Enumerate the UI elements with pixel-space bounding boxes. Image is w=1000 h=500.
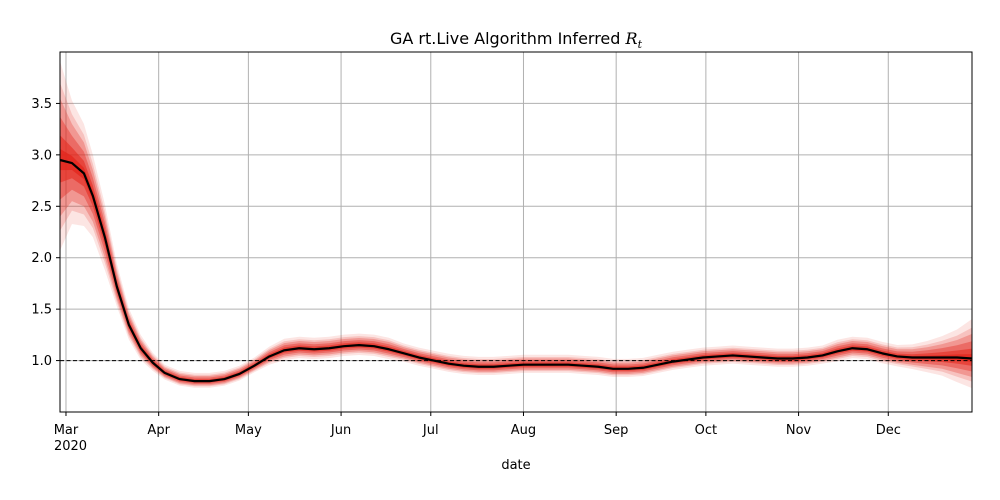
x-tick-label: Oct <box>695 423 717 438</box>
x-tick-label: Sep <box>604 423 629 438</box>
x-tick-label: May <box>235 423 262 438</box>
x-tick-label: Jun <box>330 423 351 438</box>
title-symbol: R <box>625 29 638 48</box>
chart-title: GA rt.Live Algorithm Inferred Rt <box>390 29 643 51</box>
uncertainty-band <box>60 61 972 389</box>
x-tick-label: Nov <box>786 423 812 438</box>
y-tick-label: 1.0 <box>31 354 52 369</box>
series-line-layer <box>59 158 973 383</box>
y-tick-label: 1.5 <box>31 303 52 318</box>
x-tick-label: Apr <box>147 423 170 438</box>
plot-frame <box>59 51 973 413</box>
y-tick-label: 3.0 <box>31 148 52 163</box>
y-tick-label: 2.0 <box>31 251 52 266</box>
x-axis-label: date <box>501 458 530 473</box>
x-tick-label: Aug <box>511 423 536 438</box>
uncertainty-band-layer <box>60 98 972 386</box>
x-tick-sublabel: 2020 <box>54 439 87 454</box>
rt-median-line <box>59 158 973 383</box>
x-tick-label: Mar <box>54 423 79 438</box>
y-axis: 1.0 1.5 2.0 2.5 3.0 3.5 <box>31 97 60 369</box>
x-tick-label: Jul <box>422 423 439 438</box>
y-tick-label: 3.5 <box>31 97 52 112</box>
title-subscript: t <box>638 38 643 51</box>
uncertainty-band-layer <box>60 82 972 387</box>
uncertainty-band-layer <box>60 116 972 385</box>
x-tick-label: Dec <box>876 423 901 438</box>
uncertainty-band-layer <box>60 61 972 389</box>
y-tick-label: 2.5 <box>31 200 52 215</box>
